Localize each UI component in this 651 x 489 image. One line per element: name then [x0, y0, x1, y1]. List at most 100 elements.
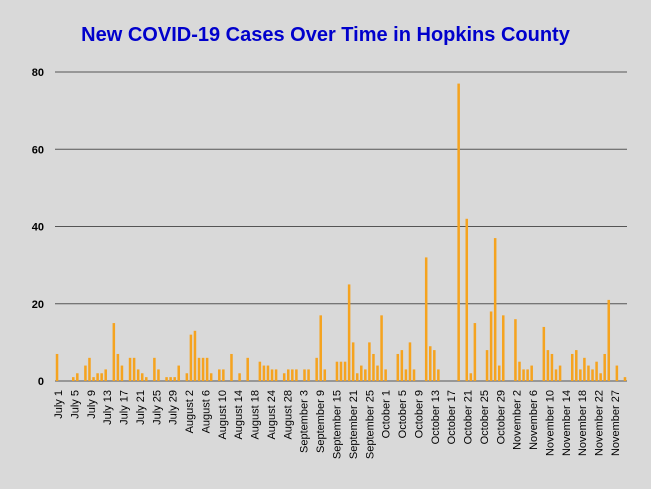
bar — [542, 326, 546, 381]
bar — [193, 330, 197, 381]
bar — [599, 373, 602, 381]
bar — [364, 369, 367, 381]
x-tick-label: October 17 — [446, 390, 458, 444]
bar — [424, 257, 428, 381]
x-tick-label: October 13 — [430, 390, 442, 444]
x-tick-label: November 10 — [544, 390, 556, 456]
bar — [307, 369, 310, 381]
bar — [355, 373, 359, 381]
x-tick-label: July 17 — [119, 390, 131, 425]
bar — [502, 315, 505, 381]
bar — [88, 357, 91, 381]
bar — [230, 353, 233, 381]
bar — [372, 353, 375, 381]
bar — [384, 369, 387, 381]
x-tick-label: November 27 — [610, 390, 622, 456]
bar — [360, 365, 363, 381]
bar — [153, 357, 156, 381]
bar — [165, 377, 168, 381]
x-tick-label: September 9 — [315, 390, 327, 453]
bar — [120, 365, 124, 381]
bar — [177, 365, 180, 381]
bar — [575, 350, 578, 381]
bar — [262, 365, 266, 381]
bar — [570, 353, 574, 381]
x-tick-label: August 24 — [266, 390, 278, 440]
bar — [546, 350, 550, 381]
x-tick-label: November 14 — [561, 390, 573, 456]
y-tick-label: 20 — [32, 299, 44, 311]
bar — [319, 315, 322, 381]
x-tick-label: November 22 — [594, 390, 606, 456]
bar — [433, 350, 436, 381]
x-tick-label: July 29 — [168, 390, 180, 425]
bar — [465, 218, 469, 381]
bar — [295, 369, 298, 381]
bar — [583, 357, 586, 381]
x-tick-label: July 21 — [135, 390, 147, 425]
bar — [197, 357, 201, 381]
bar — [136, 369, 140, 381]
bar — [140, 373, 144, 381]
bar — [100, 373, 103, 381]
bar — [400, 350, 404, 381]
x-tick-label: July 5 — [69, 390, 81, 419]
bar — [554, 369, 558, 381]
bar — [209, 373, 213, 381]
bar — [205, 357, 209, 381]
bar — [169, 377, 172, 381]
x-tick-label: September 21 — [348, 390, 360, 459]
bar — [315, 357, 318, 381]
bar — [530, 365, 533, 381]
bar — [615, 365, 619, 381]
bar — [128, 357, 132, 381]
bar — [623, 377, 627, 381]
bar — [376, 365, 379, 381]
x-tick-label: November 2 — [512, 390, 524, 450]
bar — [351, 342, 355, 382]
bar — [270, 369, 274, 381]
x-tick-label: August 28 — [282, 390, 294, 440]
x-tick-label: August 18 — [250, 390, 262, 440]
bar — [222, 369, 225, 381]
bar — [258, 361, 262, 381]
x-tick-label: September 25 — [364, 390, 376, 459]
bar — [173, 377, 176, 381]
y-tick-label: 40 — [32, 222, 44, 234]
bar — [518, 361, 521, 381]
x-tick-label: July 13 — [102, 390, 114, 425]
bar — [132, 357, 136, 381]
bar — [514, 319, 517, 381]
x-tick-label: November 6 — [528, 390, 540, 450]
x-tick-label: September 15 — [332, 390, 344, 459]
bar — [145, 377, 148, 381]
bar — [84, 365, 87, 381]
bar — [335, 361, 339, 381]
bar — [408, 342, 412, 382]
x-tick-label: October 5 — [397, 390, 409, 438]
x-tick-label: August 2 — [184, 390, 196, 433]
bar — [189, 334, 193, 381]
bar — [116, 353, 120, 381]
bar — [603, 353, 606, 381]
bar — [201, 357, 205, 381]
x-tick-label: September 3 — [299, 390, 311, 453]
bar — [185, 373, 189, 381]
bar — [92, 377, 95, 381]
bar — [396, 353, 400, 381]
x-tick-label: October 25 — [479, 390, 491, 444]
bar — [473, 323, 477, 381]
bar — [380, 315, 383, 381]
bar — [112, 323, 116, 381]
x-tick-label: October 1 — [381, 390, 393, 438]
bar — [485, 350, 489, 381]
bar — [343, 361, 347, 381]
x-tick-label: July 1 — [53, 390, 65, 419]
bar — [368, 342, 371, 382]
bar — [246, 357, 249, 381]
bar — [579, 369, 582, 381]
x-tick-label: July 25 — [151, 390, 163, 425]
bar — [595, 361, 598, 381]
